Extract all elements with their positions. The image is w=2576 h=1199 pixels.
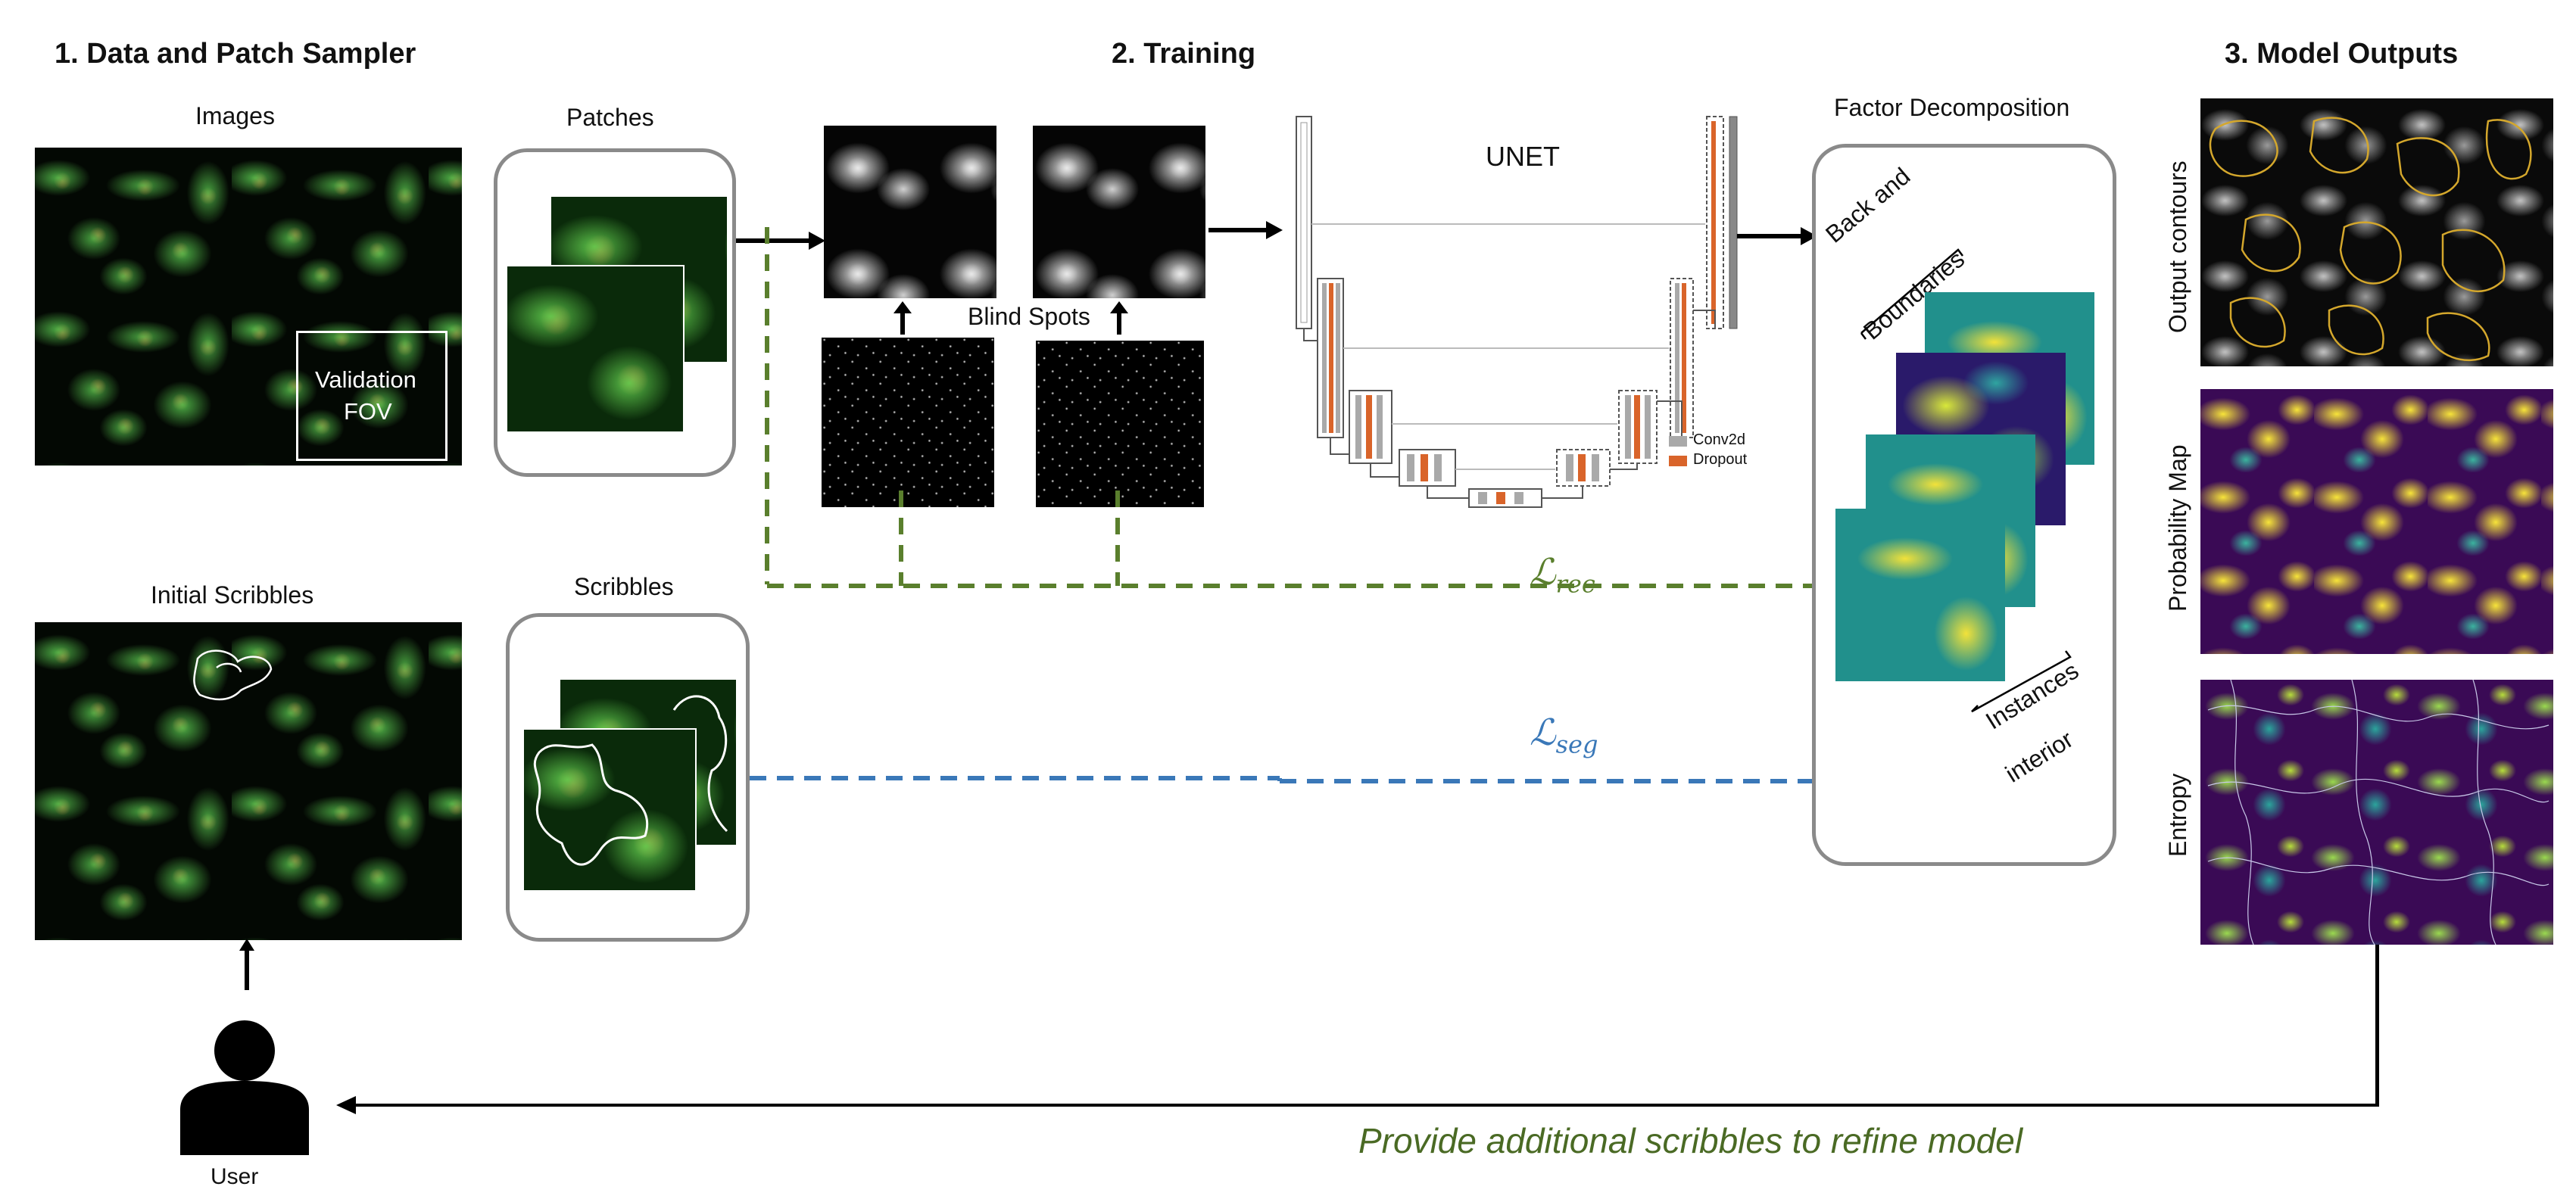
blind-spot-mask-2 [1036, 341, 1204, 507]
images-label: Images [195, 102, 275, 129]
section-title-outputs: 3. Model Outputs [2225, 38, 2459, 70]
images-to-unet-arrow [1208, 221, 1283, 239]
loss-seg-symbol: ℒ [1530, 712, 1556, 754]
back-boundaries-bracket [1860, 248, 1963, 340]
probability-map-label: Probability Map [2164, 444, 2191, 612]
section-title-data-sampler: 1. Data and Patch Sampler [55, 38, 416, 70]
loss-seg-line [750, 776, 1812, 783]
images-thumbnail [35, 148, 462, 466]
blind-spot-arrow-2 [1110, 301, 1128, 335]
scribbles-label: Scribbles [574, 573, 674, 600]
refine-instruction: Provide additional scribbles to refine m… [1358, 1121, 2023, 1160]
conv2d-legend-label: Conv2d [1693, 431, 1745, 448]
blind-spots-label: Blind Spots [968, 303, 1090, 330]
training-image-1 [824, 126, 996, 298]
output-contours-image [2200, 98, 2553, 366]
factor-decomposition-label: Factor Decomposition [1834, 94, 2070, 121]
fov-label: FOV [344, 398, 392, 425]
patches-label: Patches [566, 104, 654, 131]
blind-spot-arrow-1 [893, 301, 912, 335]
loss-rec-subscript: rec [1555, 569, 1595, 599]
initial-scribbles-label: Initial Scribbles [151, 581, 314, 609]
entropy-label: Entropy [2164, 773, 2191, 857]
instances-interior-bracket [1971, 650, 2072, 713]
blind-spot-mask-1 [822, 338, 994, 507]
validation-fov-box [296, 331, 448, 461]
loss-seg-label: ℒseg [1530, 712, 1598, 759]
patches-to-training-arrow [736, 232, 825, 250]
loss-seg-subscript: seg [1555, 730, 1598, 759]
initial-scribbles-thumbnail [35, 622, 462, 940]
unet-label: UNET [1486, 141, 1560, 172]
scribble-patch-front [522, 728, 697, 892]
loss-rec-label: ℒrec [1530, 551, 1595, 599]
initial-scribble-outline [193, 649, 273, 701]
unet-to-factors-arrow [1737, 227, 1817, 245]
user-icon [180, 1020, 309, 1155]
dropout-legend-label: Dropout [1693, 451, 1748, 468]
loss-rec-symbol: ℒ [1530, 551, 1556, 593]
training-image-2 [1033, 126, 1205, 298]
patch-front [506, 265, 685, 433]
loss-connections [765, 227, 1812, 588]
validation-label: Validation [315, 366, 416, 393]
unet-diagram [1296, 116, 1738, 508]
dropout-swatch [1669, 456, 1687, 466]
user-up-arrow [239, 939, 254, 990]
entropy-image [2200, 680, 2553, 945]
output-contours-label: Output contours [2164, 160, 2191, 333]
conv2d-swatch [1669, 436, 1687, 447]
feedback-arrow [351, 945, 2379, 1107]
probability-map-image [2200, 389, 2553, 654]
feedback-arrowhead [336, 1096, 356, 1114]
feedback-vertical-line [2375, 945, 2379, 1107]
section-title-training: 2. Training [1112, 38, 1256, 70]
factor-map-4 [1835, 509, 2005, 681]
user-label: User [211, 1164, 259, 1189]
